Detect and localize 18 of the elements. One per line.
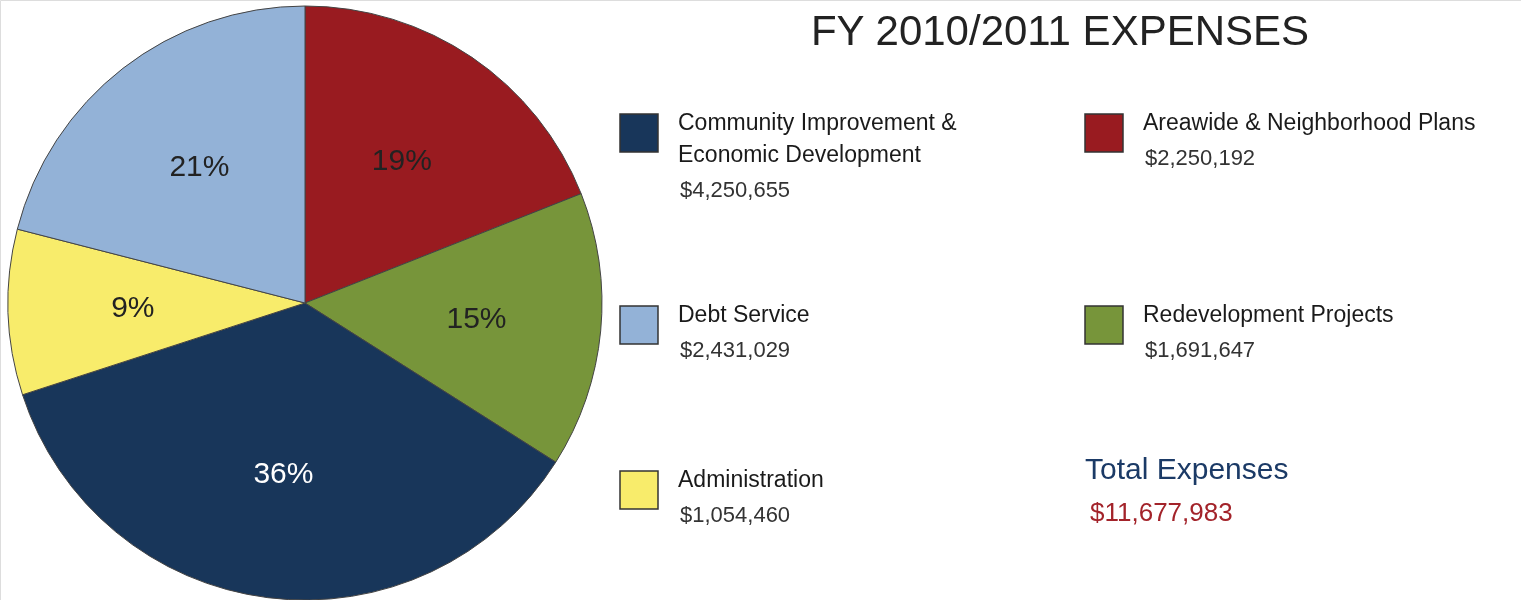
legend-label: Community Improvement & Economic Development: [678, 109, 957, 167]
data-label: 36%: [253, 455, 314, 489]
text: $11,677,983: [1090, 497, 1233, 527]
legend-label: Administration: [678, 466, 824, 492]
text: $1,691,647: [1145, 337, 1256, 362]
data-label: 15%: [446, 301, 507, 335]
chart-title: FY 2010/2011 EXPENSES: [810, 7, 1310, 54]
data-label: 21%: [169, 148, 230, 182]
data-label: 9%: [111, 290, 155, 324]
legend-label: Redevelopment Projects: [1143, 301, 1394, 327]
data-label: 19%: [371, 142, 432, 176]
text: $2,250,192: [1145, 145, 1256, 170]
text: $2,431,029: [680, 337, 791, 362]
text: $1,054,460: [680, 502, 791, 527]
text: $4,250,655: [680, 177, 791, 202]
text: Total Expenses: [1085, 452, 1289, 485]
legend-label: Areawide & Neighborhood Plans: [1143, 109, 1476, 135]
legend-label: Debt Service: [678, 301, 810, 327]
